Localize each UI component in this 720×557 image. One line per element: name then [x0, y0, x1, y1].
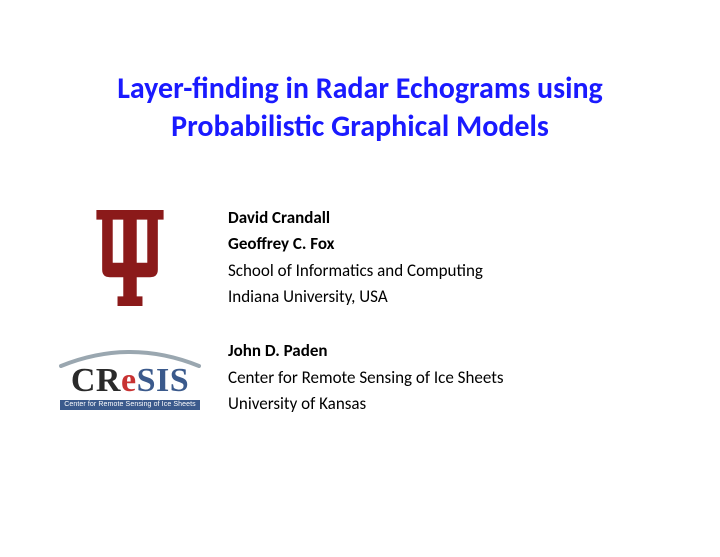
- affiliation-block-iu: David Crandall Geoffrey C. Fox School of…: [50, 205, 670, 310]
- slide: Layer-finding in Radar Echograms using P…: [0, 0, 720, 557]
- affiliation-line: Indiana University, USA: [228, 284, 670, 310]
- logo-column: CReSIS Center for Remote Sensing of Ice …: [50, 346, 210, 410]
- iu-trident-icon: [91, 210, 169, 306]
- content-area: David Crandall Geoffrey C. Fox School of…: [50, 205, 670, 417]
- cresis-wordmark: CReSIS: [71, 364, 189, 398]
- cresis-part: CR: [71, 362, 121, 399]
- author-name: Geoffrey C. Fox: [228, 231, 670, 257]
- cresis-part: SIS: [137, 362, 190, 399]
- logo-column: [50, 210, 210, 306]
- slide-title: Layer-finding in Radar Echograms using P…: [50, 70, 670, 145]
- text-column: John D. Paden Center for Remote Sensing …: [228, 338, 670, 417]
- affiliation-block-cresis: CReSIS Center for Remote Sensing of Ice …: [50, 338, 670, 417]
- cresis-part: e: [121, 362, 137, 399]
- cresis-subtitle: Center for Remote Sensing of Ice Sheets: [60, 400, 200, 410]
- cresis-logo-icon: CReSIS Center for Remote Sensing of Ice …: [50, 346, 210, 410]
- author-name: John D. Paden: [228, 338, 670, 364]
- affiliation-line: School of Informatics and Computing: [228, 258, 670, 284]
- affiliation-line: University of Kansas: [228, 391, 670, 417]
- author-name: David Crandall: [228, 205, 670, 231]
- affiliation-line: Center for Remote Sensing of Ice Sheets: [228, 365, 670, 391]
- text-column: David Crandall Geoffrey C. Fox School of…: [228, 205, 670, 310]
